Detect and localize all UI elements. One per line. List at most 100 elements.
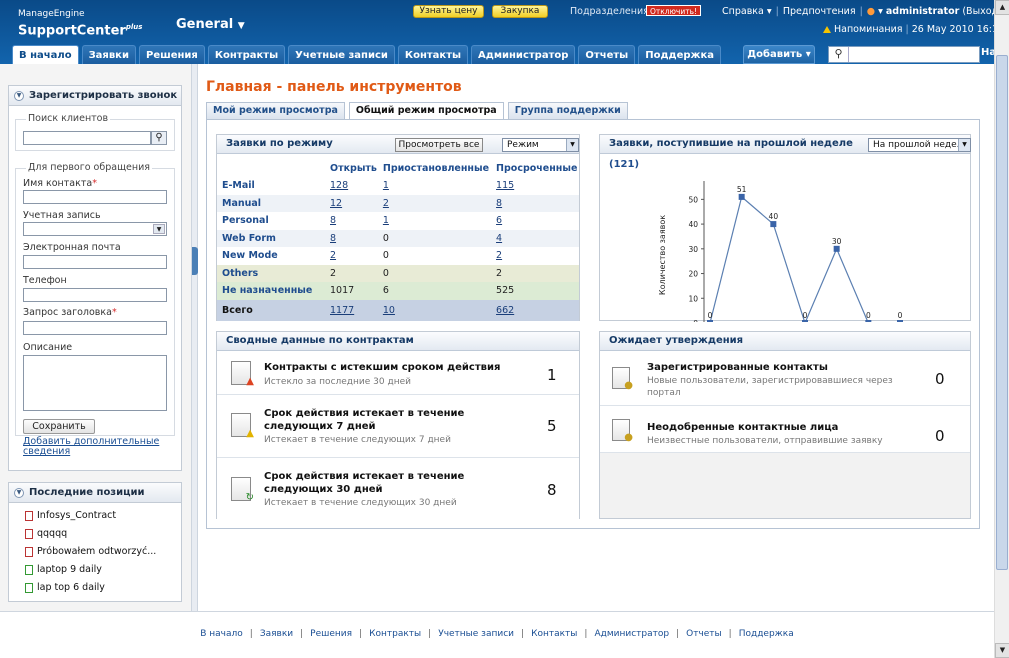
search-icon[interactable]: ⚲: [829, 47, 849, 62]
hold-count[interactable]: 1: [382, 215, 389, 227]
logout-link[interactable]: (Выход): [962, 6, 1002, 17]
description-textarea[interactable]: [23, 355, 167, 411]
client-search-icon[interactable]: ⚲: [151, 131, 167, 145]
recent-item[interactable]: Próbowałem odtworzyć...: [25, 546, 156, 557]
view-all-button[interactable]: Просмотреть все: [395, 138, 483, 152]
tab-contacts[interactable]: Контакты: [397, 45, 469, 64]
recent-items-header[interactable]: ▼ Последние позиции: [9, 483, 181, 503]
collapse-icon[interactable]: ▼: [14, 91, 24, 101]
open-count[interactable]: 12: [330, 197, 343, 209]
register-call-header[interactable]: ▼ Зарегистрировать звонок: [9, 86, 181, 106]
open-count[interactable]: 8: [330, 232, 337, 244]
preferences-link[interactable]: Предпочтения: [782, 6, 856, 17]
reminders-link[interactable]: Напоминания: [834, 24, 903, 35]
footer-link-accounts[interactable]: Учетные записи: [438, 629, 515, 639]
footer-link-reports[interactable]: Отчеты: [686, 629, 722, 639]
approval-item-title[interactable]: Зарегистрированные контакты: [647, 362, 828, 373]
buy-button[interactable]: Закупка: [492, 5, 548, 18]
footer-link-home[interactable]: В начало: [200, 629, 243, 639]
mode-name[interactable]: Manual: [222, 197, 262, 209]
mode-name[interactable]: E-Mail: [222, 180, 255, 192]
contract-item-title[interactable]: Срок действия истекает в течение следующ…: [264, 408, 465, 432]
subsidiaries-link[interactable]: Подразделения: [570, 6, 649, 17]
recent-item[interactable]: lap top 6 daily: [25, 582, 105, 593]
open-count[interactable]: 8: [330, 215, 337, 227]
mode-select[interactable]: Режим ▼: [502, 138, 579, 152]
scroll-thumb[interactable]: [996, 55, 1008, 570]
tab-requests[interactable]: Заявки: [81, 45, 136, 64]
phone-input[interactable]: [23, 288, 167, 302]
tab-accounts[interactable]: Учетные записи: [288, 45, 395, 64]
overdue-count[interactable]: 662: [496, 304, 515, 316]
user-name[interactable]: administrator: [885, 6, 960, 17]
list-item[interactable]: ● Зарегистрированные контакты Новые поль…: [600, 352, 970, 405]
mode-name[interactable]: Personal: [222, 215, 269, 227]
recent-item[interactable]: laptop 9 daily: [25, 564, 102, 575]
overdue-count[interactable]: 2: [496, 250, 503, 262]
contract-item-count[interactable]: 8: [547, 481, 557, 499]
recent-item[interactable]: Infosys_Contract: [25, 510, 116, 521]
overdue-count[interactable]: 8: [496, 197, 503, 209]
approval-item-count[interactable]: 0: [935, 427, 945, 445]
account-select[interactable]: ▼: [23, 222, 167, 236]
workspace-dropdown[interactable]: General ▼: [176, 17, 245, 32]
footer-link-contracts[interactable]: Контракты: [369, 629, 422, 639]
overdue-count[interactable]: 6: [496, 215, 503, 227]
tab-contracts[interactable]: Контракты: [207, 45, 286, 64]
help-link[interactable]: Справка ▾: [722, 6, 772, 17]
tab-support-group[interactable]: Группа поддержки: [507, 102, 628, 119]
approval-item-title[interactable]: Неодобренные контактные лица: [647, 422, 839, 433]
footer-link-solutions[interactable]: Решения: [310, 629, 353, 639]
collapse-sidebar-icon[interactable]: [192, 247, 198, 275]
footer-link-contacts[interactable]: Контакты: [531, 629, 578, 639]
email-input[interactable]: [23, 255, 167, 269]
overdue-count[interactable]: 4: [496, 232, 503, 244]
hold-count[interactable]: 10: [382, 304, 395, 316]
recent-item[interactable]: qqqqq: [25, 528, 67, 539]
save-button[interactable]: Сохранить: [23, 419, 95, 434]
mode-name[interactable]: Web Form: [222, 232, 276, 244]
tab-home[interactable]: В начало: [12, 45, 79, 64]
tab-general-view[interactable]: Общий режим просмотра: [348, 102, 504, 120]
list-item[interactable]: ▲ Контракты с истекшим сроком действия И…: [217, 352, 579, 394]
contract-item-count[interactable]: 5: [547, 417, 557, 435]
footer-link-admin[interactable]: Администратор: [594, 629, 670, 639]
period-select[interactable]: На прошлой неде... ▼: [868, 138, 971, 152]
approval-item-count[interactable]: 0: [935, 370, 945, 388]
open-count[interactable]: 128: [330, 180, 349, 192]
client-search-input[interactable]: [23, 131, 151, 145]
mode-name[interactable]: Others: [222, 267, 259, 279]
tab-my-view[interactable]: Мой режим просмотра: [206, 102, 345, 119]
open-count[interactable]: 2: [330, 250, 337, 262]
price-button[interactable]: Узнать цену: [413, 5, 484, 18]
tab-solutions[interactable]: Решения: [138, 45, 205, 64]
logo[interactable]: ManageEngine SupportCenterplus: [18, 9, 142, 38]
vertical-scrollbar[interactable]: ▲ ▼: [994, 0, 1009, 658]
list-item[interactable]: ▲ Срок действия истекает в течение следу…: [217, 394, 579, 457]
search-input[interactable]: [849, 47, 977, 62]
tab-admin[interactable]: Администратор: [471, 45, 576, 64]
overdue-count[interactable]: 115: [496, 180, 515, 192]
add-more-details-link[interactable]: Добавить дополнительные сведения: [23, 436, 160, 457]
mode-name[interactable]: Не назначенные: [222, 285, 313, 297]
contract-item-count[interactable]: 1: [547, 366, 557, 384]
hold-count[interactable]: 2: [382, 197, 389, 209]
list-item[interactable]: ↻ Срок действия истекает в течение следу…: [217, 457, 579, 519]
contract-item-title[interactable]: Срок действия истекает в течение следующ…: [264, 471, 465, 495]
footer-link-requests[interactable]: Заявки: [259, 629, 294, 639]
hold-count[interactable]: 1: [382, 180, 389, 192]
sidebar-splitter[interactable]: [191, 64, 198, 612]
tab-reports[interactable]: Отчеты: [578, 45, 636, 64]
contract-item-title[interactable]: Контракты с истекшим сроком действия: [264, 362, 501, 373]
collapse-icon[interactable]: ▼: [14, 488, 24, 498]
contact-name-input[interactable]: [23, 190, 167, 204]
disable-button[interactable]: Отключить!: [646, 5, 702, 16]
footer-link-support[interactable]: Поддержка: [738, 629, 794, 639]
tab-support[interactable]: Поддержка: [638, 45, 722, 64]
scroll-down-icon[interactable]: ▼: [995, 643, 1009, 658]
scroll-up-icon[interactable]: ▲: [995, 0, 1009, 15]
open-count[interactable]: 1177: [330, 304, 355, 316]
subject-input[interactable]: [23, 321, 167, 335]
list-item[interactable]: ● Неодобренные контактные лица Неизвестн…: [600, 405, 970, 452]
search-go-button[interactable]: На: [981, 47, 997, 58]
